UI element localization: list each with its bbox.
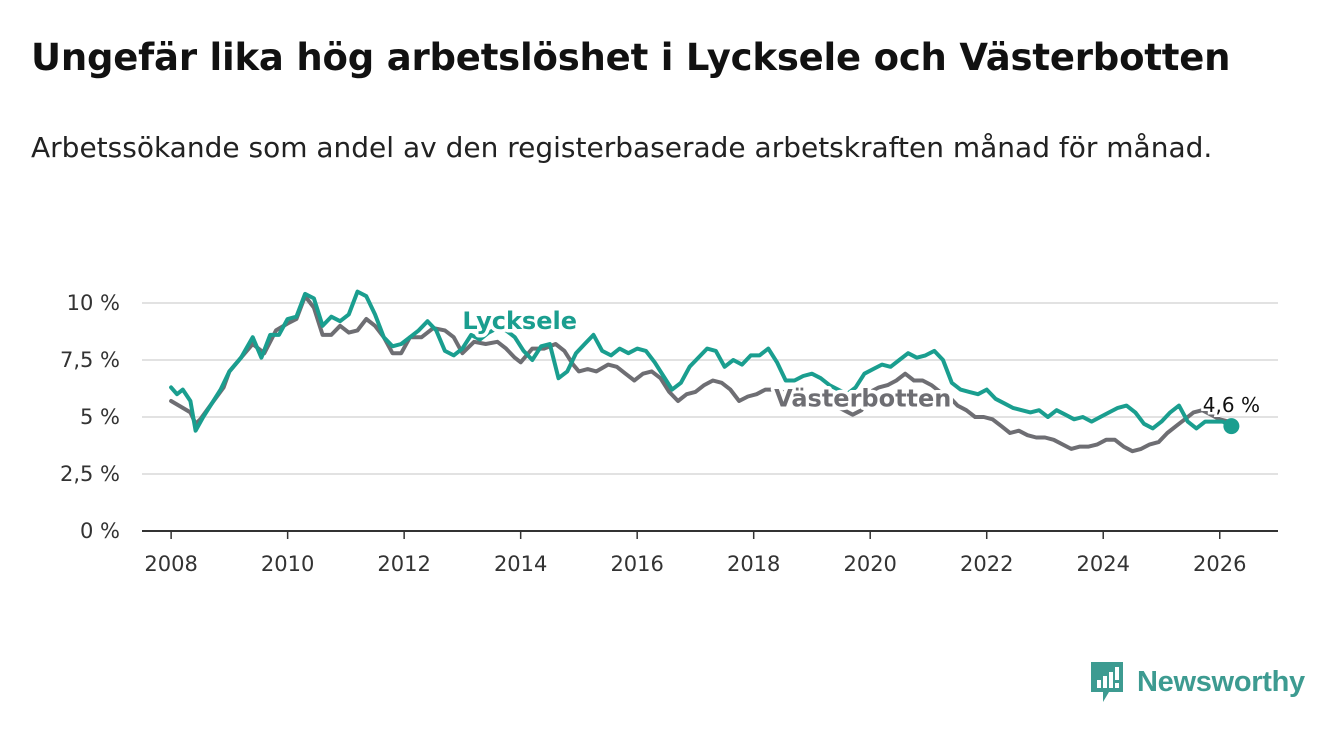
chart-title: Ungefär lika hög arbetslöshet i Lycksele… [31, 36, 1231, 79]
y-tick-label: 10 % [67, 291, 120, 315]
series-line-lycksele [169, 289, 1234, 433]
series-label-lycksele: Lycksele [462, 307, 577, 335]
newsworthy-logo: Newsworthy [1089, 660, 1305, 704]
newsworthy-logo-icon [1091, 662, 1123, 702]
end-value-label: 4,6 % [1203, 393, 1260, 417]
x-tick-label: 2024 [1077, 552, 1130, 576]
x-tick-label: 2020 [843, 552, 896, 576]
series-line-vsterbotten [169, 294, 1231, 454]
x-tick-label: 2016 [610, 552, 663, 576]
series-labels: Västerbotten Lycksele 4,6 % [459, 304, 1262, 435]
x-tick-label: 2012 [377, 552, 430, 576]
x-tick-label: 2022 [960, 552, 1013, 576]
brand-name: Newsworthy [1137, 665, 1305, 698]
end-point-marker [1223, 418, 1240, 435]
y-tick-label: 7,5 % [60, 348, 120, 372]
x-tick-label: 2018 [727, 552, 780, 576]
y-tick-label: 0 % [80, 519, 120, 543]
grid-lines [142, 302, 1278, 475]
series-lines [169, 289, 1234, 454]
x-tick-label: 2014 [494, 552, 547, 576]
y-tick-label: 2,5 % [60, 462, 120, 486]
chart-subtitle: Arbetssökande som andel av den registerb… [31, 131, 1213, 164]
x-tick-label: 2008 [144, 552, 197, 576]
y-axis-ticks: 0 % 2,5 % 5 % 7,5 % 10 % [60, 291, 120, 543]
x-tick-label: 2010 [261, 552, 314, 576]
y-tick-label: 5 % [80, 405, 120, 429]
x-axis: 2008 2010 2012 2014 2016 2018 2020 2022 2024 2026 [142, 530, 1278, 576]
series-label-vsterbotten: Västerbotten [774, 385, 951, 413]
x-tick-label: 2026 [1193, 552, 1246, 576]
